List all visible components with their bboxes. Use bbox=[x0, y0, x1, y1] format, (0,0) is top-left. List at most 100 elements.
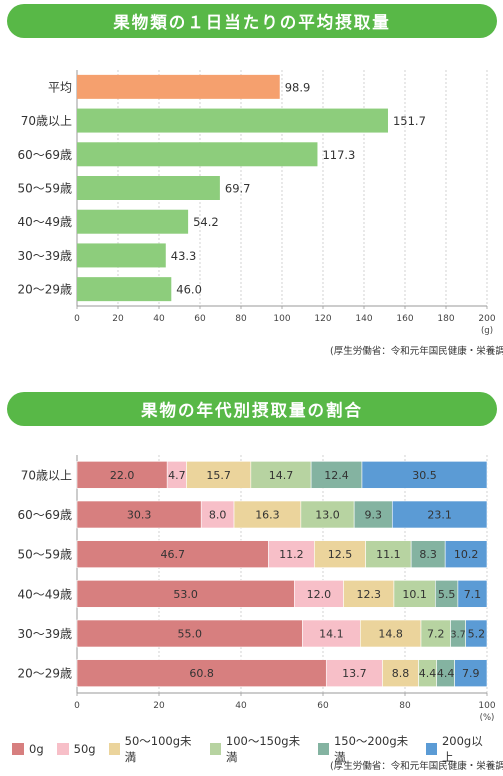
chart2-segment-label: 11.1 bbox=[376, 548, 401, 561]
chart2-segment bbox=[360, 619, 422, 648]
chart1-category-label: 30〜39歳 bbox=[17, 249, 72, 263]
chart1-category-label: 平均 bbox=[48, 80, 72, 94]
chart2-segment bbox=[200, 500, 235, 529]
chart1-category-label: 40〜49歳 bbox=[17, 215, 72, 229]
chart2-segment-label: 60.8 bbox=[189, 667, 214, 680]
chart2-segment bbox=[76, 461, 168, 489]
chart2-source: (厚生労働省：令和元年国民健康・栄養調査) bbox=[330, 761, 503, 772]
chart1-category-label: 60〜69歳 bbox=[17, 148, 72, 162]
chart2-segment bbox=[325, 659, 383, 687]
chart2-segment bbox=[361, 461, 488, 489]
chart2-segment bbox=[465, 619, 488, 648]
chart2-segment-label: 5.5 bbox=[438, 588, 456, 601]
chart1-value-label: 69.7 bbox=[225, 182, 251, 196]
chart1-value-label: 54.2 bbox=[193, 215, 219, 229]
chart2-segment-label: 53.0 bbox=[173, 588, 198, 601]
chart1-tick-label: 180 bbox=[437, 314, 454, 324]
chart2-legend: 0g 50g 50〜100g未満 100〜150g未満 150〜200g未満 200g以上 bbox=[12, 733, 503, 765]
legend-item: 200g以上 bbox=[425, 733, 490, 765]
chart2-segment-label: 13.0 bbox=[315, 509, 340, 522]
chart2-segment bbox=[457, 580, 488, 608]
legend-swatch bbox=[108, 743, 120, 755]
chart2-segment-label: 55.0 bbox=[178, 628, 203, 641]
chart1-bar bbox=[77, 243, 166, 268]
chart1-bar bbox=[77, 142, 318, 167]
chart2-segment-label: 16.3 bbox=[255, 509, 280, 522]
chart2-segment-label: 10.2 bbox=[454, 548, 479, 561]
chart2-tick-label: 0 bbox=[74, 701, 80, 711]
chart2-tick-label: 80 bbox=[399, 701, 411, 711]
chart2-segment-label: 14.8 bbox=[378, 628, 403, 641]
chart2-segment-label: 8.0 bbox=[209, 509, 227, 522]
chart2-segment bbox=[76, 619, 303, 648]
chart2-segment bbox=[310, 461, 363, 489]
chart1-tick-label: 160 bbox=[396, 314, 413, 324]
chart2-tick-label: 60 bbox=[317, 701, 329, 711]
chart1-title-banner: 果物類の１日当たりの平均摂取量 bbox=[7, 4, 497, 38]
chart1-value-label: 117.3 bbox=[322, 148, 355, 162]
legend-swatch bbox=[12, 743, 24, 755]
chart1-unit-label: (g) bbox=[481, 326, 493, 336]
chart2-segment-label: 7.2 bbox=[427, 628, 445, 641]
legend-label: 200g以上 bbox=[441, 734, 483, 764]
chart2-segment bbox=[76, 659, 327, 687]
chart2-segment-label: 12.0 bbox=[307, 588, 332, 601]
chart2-segment-label: 10.1 bbox=[402, 588, 427, 601]
chart2-tick-label: 100 bbox=[478, 701, 495, 711]
chart2-category-label: 70歳以上 bbox=[21, 468, 72, 482]
chart2-category-label: 30〜39歳 bbox=[17, 627, 72, 641]
chart2-segment bbox=[353, 500, 393, 529]
chart2-segment bbox=[382, 659, 419, 687]
chart1-tick-label: 80 bbox=[235, 314, 247, 324]
chart2-segment bbox=[410, 540, 446, 568]
chart2-segment-label: 12.5 bbox=[328, 548, 353, 561]
chart1-bar bbox=[77, 277, 172, 302]
chart2-segment-label: 4.4 bbox=[437, 667, 455, 680]
chart2-segment bbox=[393, 580, 436, 608]
chart2-title-banner: 果物の年代別摂取量の割合 bbox=[7, 392, 497, 426]
chart1-title: 果物類の１日当たりの平均摂取量 bbox=[113, 13, 391, 32]
legend-label: 50〜100g未満 bbox=[124, 734, 192, 764]
chart2-segment-label: 7.9 bbox=[462, 667, 480, 680]
chart2-segment-label: 46.7 bbox=[160, 548, 185, 561]
chart1-category-label: 70歳以上 bbox=[21, 114, 72, 128]
chart2-title: 果物の年代別摂取量の割合 bbox=[141, 401, 363, 420]
chart1-bar bbox=[77, 74, 280, 99]
chart2-segment-label: 12.4 bbox=[324, 469, 349, 482]
legend-item: 0g bbox=[12, 733, 44, 765]
chart2-segment bbox=[250, 461, 312, 489]
legend-label: 0g bbox=[29, 742, 44, 756]
chart1-value-label: 151.7 bbox=[393, 114, 426, 128]
chart1-category-label: 50〜59歳 bbox=[17, 182, 72, 196]
chart2-segment-label: 30.3 bbox=[127, 509, 152, 522]
chart2-segment-label: 5.2 bbox=[468, 628, 486, 641]
chart2-segment bbox=[186, 461, 252, 489]
chart1-bar bbox=[77, 209, 189, 234]
chart1-bar bbox=[77, 108, 388, 133]
chart1-tick-label: 140 bbox=[355, 314, 372, 324]
legend-swatch bbox=[209, 743, 221, 755]
chart2-segment-label: 8.3 bbox=[419, 548, 437, 561]
chart2-tick-label: 40 bbox=[235, 701, 247, 711]
chart2-segment-label: 12.3 bbox=[356, 588, 381, 601]
legend-label: 150〜200g未満 bbox=[333, 734, 409, 764]
chart2-segment-label: 9.3 bbox=[364, 509, 382, 522]
chart2-segment bbox=[444, 540, 488, 568]
chart2-category-label: 40〜49歳 bbox=[17, 587, 72, 601]
chart2-segment bbox=[76, 580, 295, 608]
chart2-segment-label: 22.0 bbox=[110, 469, 135, 482]
legend-item: 50g bbox=[56, 733, 96, 765]
chart2-category-label: 60〜69歳 bbox=[17, 508, 72, 522]
chart1-source: (厚生労働省：令和元年国民健康・栄養調査) bbox=[330, 346, 503, 357]
chart2-category-label: 50〜59歳 bbox=[17, 548, 72, 562]
chart1-value-label: 46.0 bbox=[176, 283, 202, 297]
chart2-segment-label: 3.7 bbox=[451, 630, 466, 641]
chart2-segment-label: 7.1 bbox=[464, 588, 482, 601]
chart2-segment bbox=[454, 659, 488, 687]
chart1-tick-label: 20 bbox=[112, 314, 124, 324]
chart1-svg: 0 20 40 60 80 100 120 140 160 180 200 (g) 平均 98.9 70歳以… bbox=[17, 70, 496, 336]
chart1-value-label: 43.3 bbox=[171, 249, 197, 263]
chart2-segment bbox=[76, 540, 269, 568]
chart2-segment-label: 4.4 bbox=[419, 667, 437, 680]
